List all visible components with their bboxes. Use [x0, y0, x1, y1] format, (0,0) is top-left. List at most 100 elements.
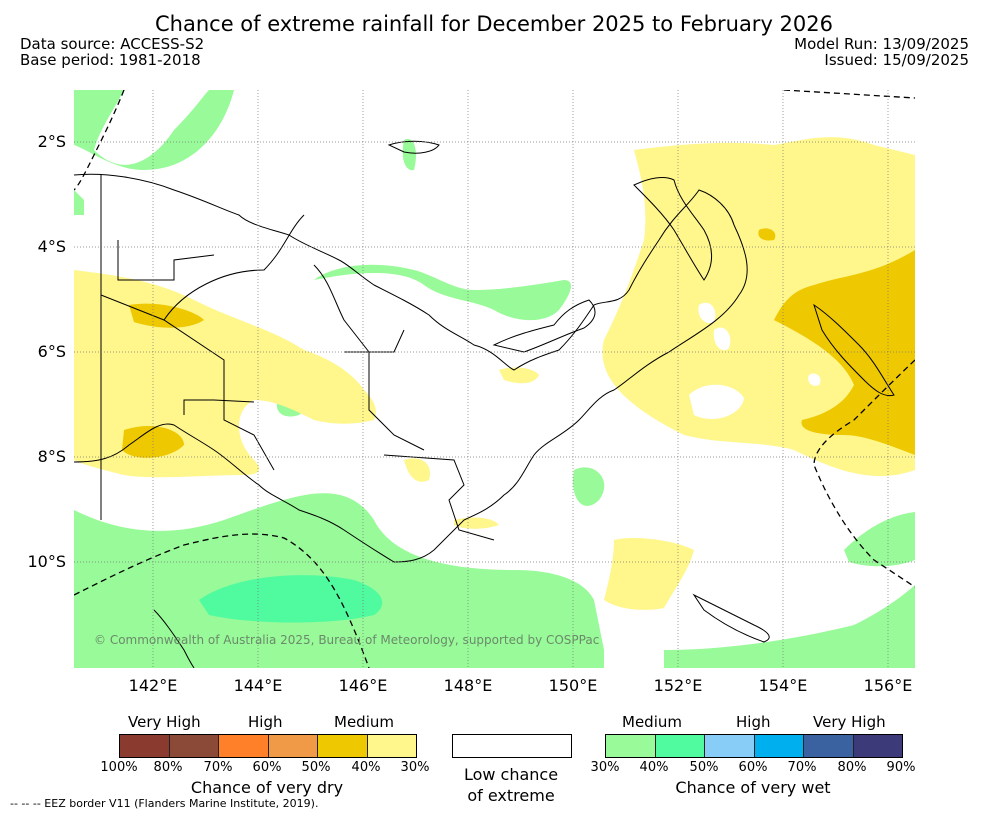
province-border-3 — [313, 264, 425, 451]
data-source: Data source: ACCESS-S2 — [20, 35, 205, 53]
dry-swatch-4 — [268, 735, 318, 757]
rainfall-map — [74, 90, 915, 668]
eez-border-northeast — [783, 90, 915, 99]
wet-region-north — [314, 264, 571, 321]
wet-swatch-1 — [606, 735, 656, 757]
wet-swatch-3 — [705, 735, 755, 757]
eez-border-northwest — [74, 90, 125, 191]
model-run: Model Run: 13/09/2025 — [794, 35, 969, 53]
dry-legend-title: Chance of very dry — [190, 778, 344, 797]
wet-region-medium-high — [199, 575, 383, 623]
bougainville-coastline — [813, 303, 895, 397]
wet-swatch-5 — [804, 735, 854, 757]
lon-label-156e: 156°E — [863, 676, 913, 695]
wet-region-patch-1 — [573, 467, 605, 506]
wet-tick-70: 70% — [787, 760, 817, 775]
lon-label-146e: 146°E — [338, 676, 388, 695]
wet-swatch-4 — [754, 735, 804, 757]
low-chance-label: Low chance of extreme — [440, 764, 582, 806]
lon-label-148e: 148°E — [443, 676, 493, 695]
dry-region-medium-east — [774, 250, 915, 455]
wet-legend-head-very-high: Very High — [813, 713, 886, 731]
new-ireland-coastline — [633, 177, 712, 281]
lon-label-144e: 144°E — [233, 676, 283, 695]
wet-tick-50: 50% — [689, 760, 719, 775]
low-chance-swatch — [452, 734, 572, 758]
dry-legend-head-very-high: Very High — [128, 713, 201, 731]
dry-tick-80: 80% — [153, 760, 183, 775]
wet-swatch-6 — [853, 735, 902, 757]
lat-label-10s: 10°S — [27, 552, 66, 571]
base-period: Base period: 1981-2018 — [20, 51, 201, 69]
wet-region-southeast — [664, 585, 915, 668]
no-signal-holes — [689, 302, 821, 419]
eez-footnote: -- -- -- EEZ border V11 (Flanders Marine… — [10, 797, 319, 810]
low-chance-line-1: Low chance — [463, 765, 559, 784]
lon-label-154e: 154°E — [758, 676, 808, 695]
dry-legend-head-high: High — [248, 713, 283, 731]
dry-region-strip — [454, 517, 499, 529]
lat-label-8s: 8°S — [37, 447, 66, 466]
dry-region-patch-2 — [404, 458, 430, 482]
province-border-5 — [383, 454, 495, 541]
eez-borders — [74, 90, 915, 668]
data-source-info: Data source: ACCESS-S2 Base period: 1981… — [20, 36, 204, 68]
lat-label-6s: 6°S — [37, 342, 66, 361]
no-signal-hole-4 — [698, 302, 716, 324]
wet-color-bar — [605, 734, 903, 758]
wet-swatch-2 — [655, 735, 705, 757]
wet-region-northwest — [74, 90, 234, 170]
lat-label-2s: 2°S — [37, 132, 66, 151]
lon-label-150e: 150°E — [548, 676, 598, 695]
graticule — [74, 90, 915, 668]
dry-tick-30: 30% — [400, 760, 430, 775]
new-britain-coastline — [492, 299, 596, 353]
dry-color-bar — [119, 734, 417, 758]
map-title: Chance of extreme rainfall for December … — [155, 12, 833, 36]
lon-label-152e: 152°E — [653, 676, 703, 695]
wet-tick-60: 60% — [738, 760, 768, 775]
dry-region-east — [602, 137, 915, 477]
wet-region-west-sliver — [74, 190, 84, 215]
admin-borders — [100, 175, 495, 541]
dry-tick-100: 100% — [100, 760, 138, 775]
dry-tick-50: 50% — [301, 760, 331, 775]
new-guinea-coastline — [74, 173, 748, 563]
wet-legend-head-medium: Medium — [622, 713, 682, 731]
wet-tick-40: 40% — [639, 760, 669, 775]
dry-swatch-2 — [169, 735, 219, 757]
coastlines — [74, 140, 895, 668]
dry-tick-40: 40% — [351, 760, 381, 775]
province-border-7 — [344, 329, 405, 353]
wet-tick-30: 30% — [590, 760, 620, 775]
province-border-2 — [163, 214, 305, 321]
no-signal-hole-1 — [713, 327, 731, 351]
dry-region-patch-1 — [499, 367, 539, 384]
model-run-info: Model Run: 13/09/2025 Issued: 15/09/2025 — [794, 36, 969, 68]
wet-region-east — [844, 512, 915, 567]
copyright-notice: © Commonwealth of Australia 2025, Bureau… — [94, 633, 600, 647]
wet-tick-80: 80% — [837, 760, 867, 775]
dry-region-south — [604, 538, 694, 610]
dry-legend-head-medium: Medium — [334, 713, 394, 731]
lon-label-142e: 142°E — [128, 676, 178, 695]
eez-border-east — [813, 359, 915, 588]
eez-border-south — [74, 533, 370, 668]
lat-label-4s: 4°S — [37, 237, 66, 256]
dry-swatch-3 — [219, 735, 269, 757]
dry-swatch-6 — [367, 735, 416, 757]
province-border-6 — [117, 240, 215, 281]
wet-legend-head-high: High — [736, 713, 771, 731]
wet-region-patch-3 — [402, 139, 416, 171]
low-chance-line-2: of extreme — [467, 786, 555, 805]
dry-swatch-5 — [318, 735, 368, 757]
louisiade-archipelago-coastline — [692, 593, 770, 643]
province-border-1 — [100, 294, 275, 471]
dry-swatch-1 — [120, 735, 170, 757]
issued-date: Issued: 15/09/2025 — [824, 51, 969, 69]
no-signal-hole-3 — [808, 373, 821, 386]
wet-legend-title: Chance of very wet — [675, 778, 831, 797]
cape-york-coastline — [153, 609, 195, 668]
wet-tick-90: 90% — [886, 760, 916, 775]
province-border-4 — [183, 399, 255, 415]
